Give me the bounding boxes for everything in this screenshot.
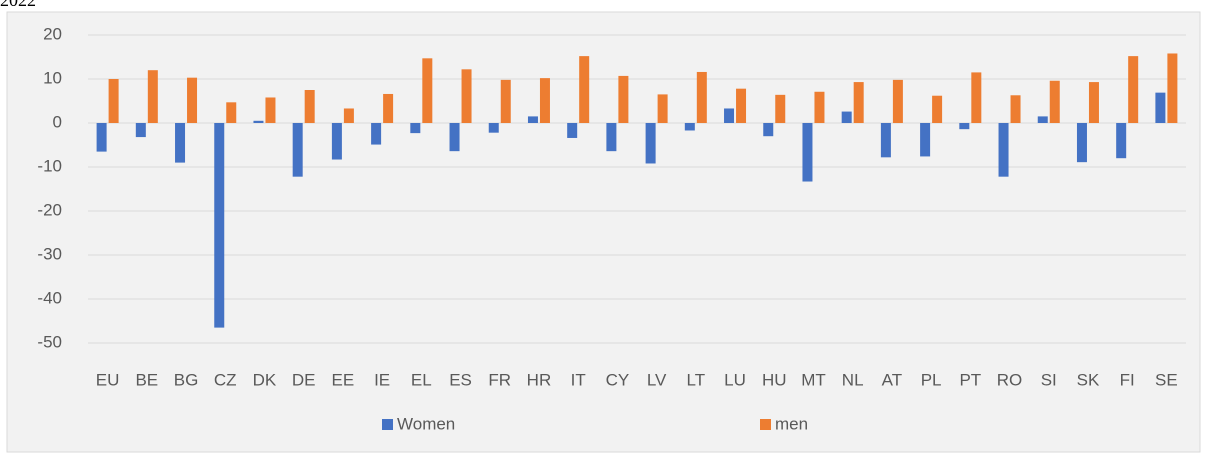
bar: [567, 123, 578, 138]
x-tick-label: ES: [449, 370, 472, 389]
bar: [998, 123, 1009, 177]
bar: [449, 123, 460, 152]
y-tick-label: -40: [37, 288, 62, 307]
bar: [645, 123, 656, 164]
bar: [1049, 80, 1060, 123]
bar: [763, 123, 774, 137]
bar: [920, 123, 931, 157]
x-tick-label: DK: [253, 370, 277, 389]
bar: [814, 91, 825, 123]
bar: [696, 71, 707, 123]
legend-swatch: [760, 419, 771, 430]
bar: [461, 69, 472, 123]
x-tick-label: IE: [374, 370, 390, 389]
bar: [1155, 92, 1166, 123]
bar: [265, 97, 276, 123]
bar: [304, 90, 315, 123]
bar: [971, 72, 982, 123]
bar: [657, 94, 668, 123]
bar: [331, 123, 342, 160]
bar: [96, 123, 107, 152]
x-tick-label: LT: [687, 370, 706, 389]
bar: [1010, 95, 1021, 123]
x-tick-label: SK: [1077, 370, 1100, 389]
bar: [1076, 123, 1087, 163]
x-tick-label: FI: [1120, 370, 1135, 389]
bar: [410, 123, 421, 134]
x-tick-label: SI: [1041, 370, 1057, 389]
x-tick-label: CY: [606, 370, 630, 389]
bar: [253, 120, 264, 123]
bar: [853, 82, 864, 123]
x-tick-label: DE: [292, 370, 316, 389]
y-tick-label: -30: [37, 244, 62, 263]
x-tick-label: SE: [1155, 370, 1178, 389]
bar: [539, 78, 550, 123]
legend-label: Women: [397, 414, 455, 433]
x-tick-label: AT: [882, 370, 902, 389]
bar: [802, 123, 813, 182]
chart-title: 2022: [0, 0, 36, 10]
y-tick-label: 10: [43, 68, 62, 87]
bar: [959, 123, 970, 130]
y-tick-label: 20: [43, 24, 62, 43]
bar: [226, 102, 237, 123]
y-tick-label: -20: [37, 200, 62, 219]
bar: [880, 123, 891, 158]
bar: [1088, 82, 1099, 123]
bar: [422, 58, 433, 123]
x-tick-label: HU: [762, 370, 787, 389]
x-tick-label: FR: [488, 370, 511, 389]
x-tick-label: BE: [135, 370, 158, 389]
bar: [500, 79, 511, 123]
bar: [684, 123, 695, 131]
bar: [175, 123, 186, 163]
x-tick-label: BG: [174, 370, 199, 389]
bar: [1116, 123, 1127, 159]
y-tick-label: -10: [37, 156, 62, 175]
chart-area: [6, 11, 1201, 453]
bar: [371, 123, 382, 145]
bar: [292, 123, 303, 177]
bar: [1128, 56, 1139, 124]
bar: [343, 108, 354, 123]
bar: [618, 75, 629, 123]
bar: [187, 77, 198, 123]
x-tick-label: CZ: [214, 370, 237, 389]
bar: [1037, 116, 1048, 123]
x-tick-label: LV: [647, 370, 667, 389]
bar: [775, 94, 786, 123]
x-tick-label: EL: [411, 370, 432, 389]
bar: [135, 123, 146, 138]
x-tick-label: MT: [801, 370, 826, 389]
bar: [579, 56, 590, 124]
x-tick-label: NL: [842, 370, 864, 389]
x-tick-label: PL: [921, 370, 942, 389]
bar: [892, 79, 903, 123]
x-tick-label: HR: [527, 370, 552, 389]
y-tick-label: -50: [37, 332, 62, 351]
bar: [383, 93, 394, 123]
x-tick-label: EE: [332, 370, 355, 389]
bar: [147, 70, 158, 123]
bar: [488, 123, 499, 133]
bar: [108, 79, 119, 123]
x-tick-label: PT: [959, 370, 981, 389]
bar: [932, 95, 943, 123]
bar: [527, 116, 538, 123]
x-tick-label: IT: [571, 370, 586, 389]
bar: [606, 123, 617, 152]
legend-label: men: [775, 414, 808, 433]
x-tick-label: LU: [724, 370, 746, 389]
bar: [214, 123, 225, 328]
x-tick-label: RO: [997, 370, 1023, 389]
legend-swatch: [382, 419, 393, 430]
bar: [1167, 53, 1178, 124]
y-tick-label: 0: [53, 112, 62, 131]
bar: [736, 88, 747, 123]
x-tick-label: EU: [96, 370, 120, 389]
bar: [841, 111, 852, 123]
bar: [724, 108, 735, 123]
